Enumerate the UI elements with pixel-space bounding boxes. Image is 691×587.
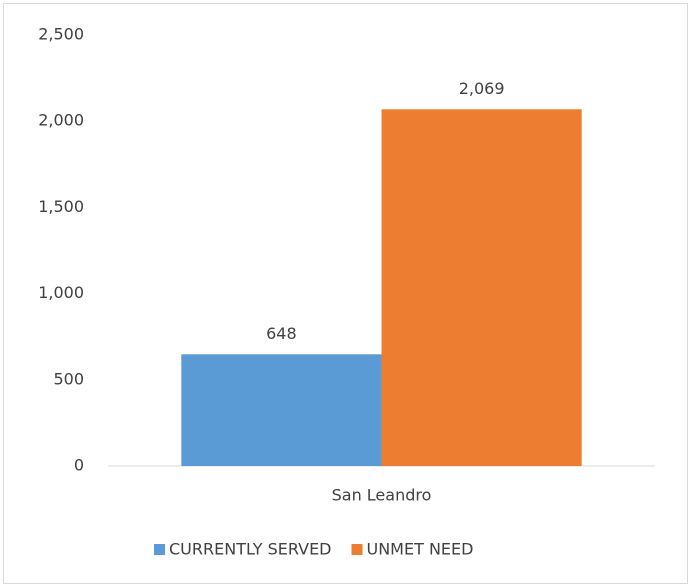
- y-tick-label: 500: [53, 369, 84, 388]
- bar: [381, 109, 582, 467]
- y-tick-label: 2,500: [38, 25, 84, 44]
- legend-label: CURRENTLY SERVED: [169, 540, 332, 559]
- legend-label: UNMET NEED: [367, 540, 474, 559]
- data-label: 648: [266, 324, 297, 343]
- data-label: 2,069: [459, 79, 505, 98]
- y-tick-label: 0: [74, 456, 84, 475]
- x-tick-label: San Leandro: [332, 486, 432, 505]
- legend-swatch: [154, 544, 165, 555]
- y-tick-label: 1,500: [38, 197, 84, 216]
- y-tick-label: 2,000: [38, 111, 84, 130]
- legend-swatch: [351, 544, 363, 555]
- y-tick-label: 1,000: [38, 283, 84, 302]
- bar: [181, 354, 382, 466]
